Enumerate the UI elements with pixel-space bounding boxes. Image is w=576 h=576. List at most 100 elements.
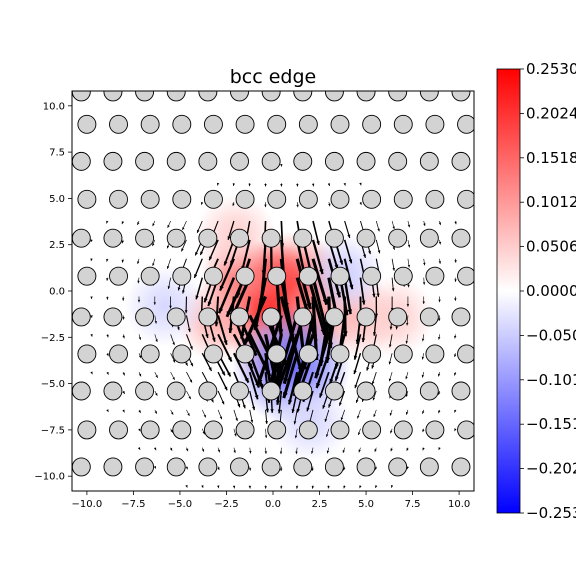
arrow-head <box>264 451 268 454</box>
arrow-head <box>137 222 140 225</box>
arrow-head <box>359 485 362 489</box>
atom-marker <box>393 189 413 209</box>
atom-marker <box>72 307 91 327</box>
arrow-head <box>232 203 235 207</box>
atom-marker <box>419 307 439 327</box>
colorbar-tick-label: 0.0506 <box>526 238 576 256</box>
arrow-head <box>106 371 109 375</box>
colorbar-tick-label: −0.2530 <box>526 504 576 522</box>
atom-marker <box>135 151 155 171</box>
arrow-head <box>182 227 185 231</box>
arrow-head <box>204 298 208 303</box>
arrow-head <box>422 429 425 433</box>
arrow-shaft <box>275 276 283 336</box>
arrow-head <box>406 448 409 451</box>
arrow-head <box>344 310 349 316</box>
arrow-head <box>327 183 331 187</box>
atom-marker <box>293 151 313 171</box>
atom-marker <box>140 266 160 286</box>
atom-marker <box>140 344 160 364</box>
arrow-head <box>392 247 396 250</box>
arrow-head <box>295 451 298 455</box>
arrow-head <box>280 468 283 472</box>
arrow-head <box>182 290 185 294</box>
arrow-head <box>355 339 360 344</box>
arrow-head <box>205 334 209 338</box>
atom-marker <box>362 266 382 286</box>
atom-marker <box>362 114 382 134</box>
arrow-head <box>291 409 295 413</box>
atom-marker <box>103 457 123 477</box>
arrow-head <box>155 339 158 342</box>
arrow-head <box>172 377 175 380</box>
atom-marker <box>356 457 376 477</box>
arrow-head <box>224 386 228 391</box>
arrow-head <box>217 485 220 489</box>
arrow-head <box>244 377 249 383</box>
arrow-head <box>153 465 156 469</box>
atom-marker <box>293 228 313 248</box>
arrow-head <box>217 449 221 453</box>
arrow-head <box>363 254 367 258</box>
y-tick-label: 5.0 <box>49 194 65 205</box>
arrow-head <box>319 393 323 398</box>
arrow-head <box>454 260 457 263</box>
atom-marker <box>198 381 218 401</box>
arrow-head <box>248 183 251 187</box>
arrow-head <box>211 399 214 403</box>
atom-marker <box>109 344 128 364</box>
arrow-head <box>279 451 283 455</box>
arrow-shaft <box>311 239 324 275</box>
arrow-head <box>261 270 266 276</box>
arrow-head <box>264 204 267 208</box>
arrow-head <box>390 430 393 434</box>
arrow-head <box>232 183 236 186</box>
arrow-head <box>240 333 245 339</box>
colorbar-ticks: 0.2530 0.2024 0.1518 0.1012 0.0506 0.0000 −0.0… <box>520 60 576 522</box>
arrow-head <box>121 240 124 244</box>
atom-marker <box>293 91 313 102</box>
arrow-head <box>358 449 361 453</box>
atom-marker <box>72 91 91 102</box>
arrow-head <box>359 182 362 186</box>
atom-marker <box>330 420 350 440</box>
atom-marker <box>457 266 474 286</box>
arrow-head <box>438 447 441 450</box>
arrow-shaft <box>282 316 305 385</box>
atom-layer <box>72 91 474 477</box>
arrow-head <box>227 236 231 240</box>
arrow-head <box>437 336 441 340</box>
atom-marker <box>298 114 318 134</box>
arrow-head <box>421 374 425 378</box>
atom-marker <box>324 228 344 248</box>
arrow-head <box>353 370 357 375</box>
arrow-head <box>250 419 254 423</box>
arrow-head <box>389 326 393 330</box>
atom-marker <box>267 189 287 209</box>
arrow-head <box>357 415 360 419</box>
arrow-head <box>311 468 314 471</box>
atom-marker <box>103 151 123 171</box>
arrow-head <box>353 355 358 360</box>
arrow-head <box>233 450 236 453</box>
arrow-head <box>406 466 410 470</box>
arrow-head <box>405 341 408 344</box>
arrow-head <box>324 418 328 422</box>
arrow-head <box>453 335 457 339</box>
arrow-head <box>319 269 324 275</box>
arrow-head <box>342 450 345 453</box>
arrow-head <box>227 357 232 362</box>
arrow-head <box>155 375 158 378</box>
arrow-head <box>90 371 93 375</box>
arrow-head <box>232 485 236 489</box>
arrow-head <box>218 307 224 314</box>
arrow-head <box>368 250 371 255</box>
atom-marker <box>172 344 192 364</box>
arrow-head <box>90 258 93 262</box>
x-tick-label: 7.5 <box>405 499 421 510</box>
atom-marker <box>419 228 439 248</box>
arrow-head <box>296 408 300 413</box>
atom-marker <box>298 420 318 440</box>
arrow-head <box>188 396 191 400</box>
arrow-head <box>327 485 330 489</box>
